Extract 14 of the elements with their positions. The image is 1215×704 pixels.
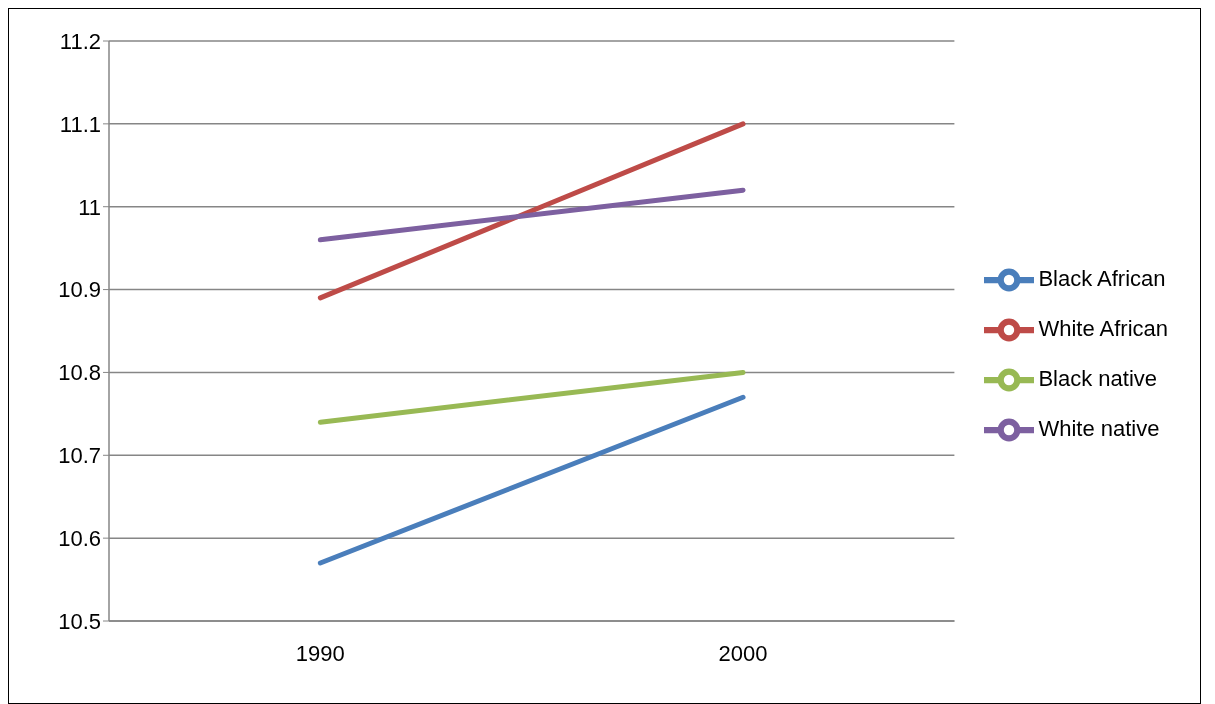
x-tick-label: 1990 [295,640,345,666]
legend-label: Black native [1038,365,1158,391]
y-tick-label: 10.7 [58,443,101,469]
y-tick-label: 11.2 [59,28,101,54]
legend-label: White African [1038,315,1168,341]
y-tick-label: 10.9 [58,277,101,303]
legend-label: Black African [1038,265,1166,291]
x-tick-label: 2000 [718,640,768,666]
y-tick-label: 11.1 [59,111,101,137]
y-tick-label: 10.5 [58,608,101,634]
y-tick-label: 10.6 [58,525,101,551]
y-tick-label: 10.8 [58,360,101,386]
y-tick-label: 11 [78,194,101,220]
legend-label: White native [1038,415,1160,441]
